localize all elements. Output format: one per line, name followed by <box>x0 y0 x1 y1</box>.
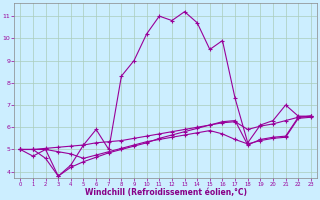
X-axis label: Windchill (Refroidissement éolien,°C): Windchill (Refroidissement éolien,°C) <box>84 188 247 197</box>
